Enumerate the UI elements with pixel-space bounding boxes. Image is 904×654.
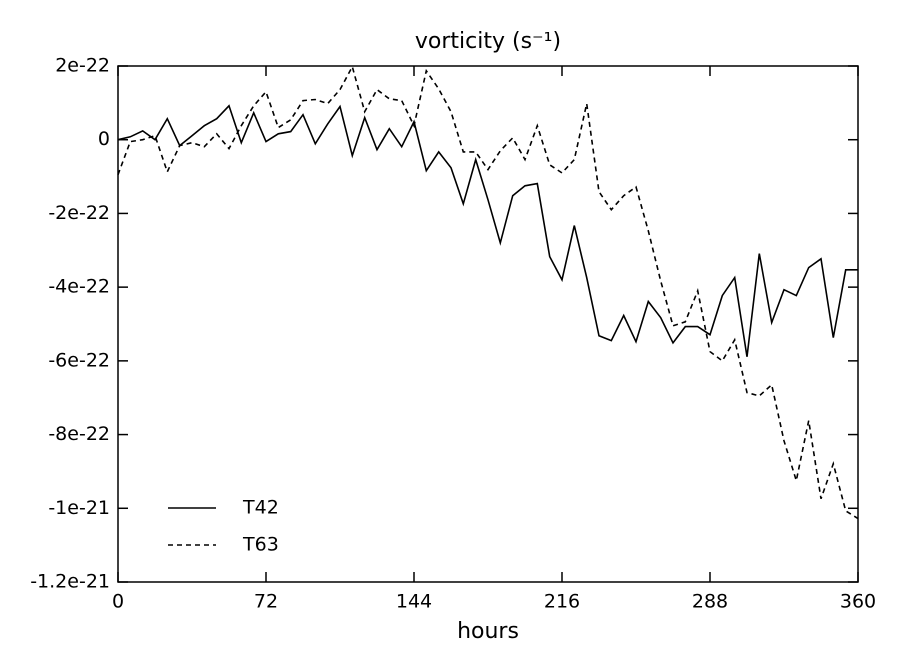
y-tick-label: 0 <box>98 128 110 150</box>
y-tick-label: -1e-21 <box>48 497 110 519</box>
legend-label: T63 <box>242 534 279 556</box>
x-tick-label: 288 <box>692 591 728 613</box>
x-tick-label: 0 <box>112 591 124 613</box>
y-tick-label: -1.2e-21 <box>30 571 110 593</box>
chart-title: vorticity (s⁻¹) <box>415 29 561 54</box>
x-axis-label: hours <box>457 619 519 644</box>
plot-frame <box>117 65 859 583</box>
x-tick-label: 144 <box>396 591 432 613</box>
series-line <box>117 104 858 357</box>
x-tick-label: 72 <box>254 591 278 613</box>
y-tick-label: 2e-22 <box>55 55 110 77</box>
legend-label: T42 <box>242 497 279 519</box>
y-tick-label: -6e-22 <box>48 349 110 371</box>
series-line <box>117 64 859 520</box>
y-tick-label: -8e-22 <box>48 423 110 445</box>
y-tick-label: -2e-22 <box>48 202 110 224</box>
y-tick-label: -4e-22 <box>48 276 110 298</box>
x-tick-label: 216 <box>544 591 580 613</box>
x-tick-label: 360 <box>840 591 876 613</box>
